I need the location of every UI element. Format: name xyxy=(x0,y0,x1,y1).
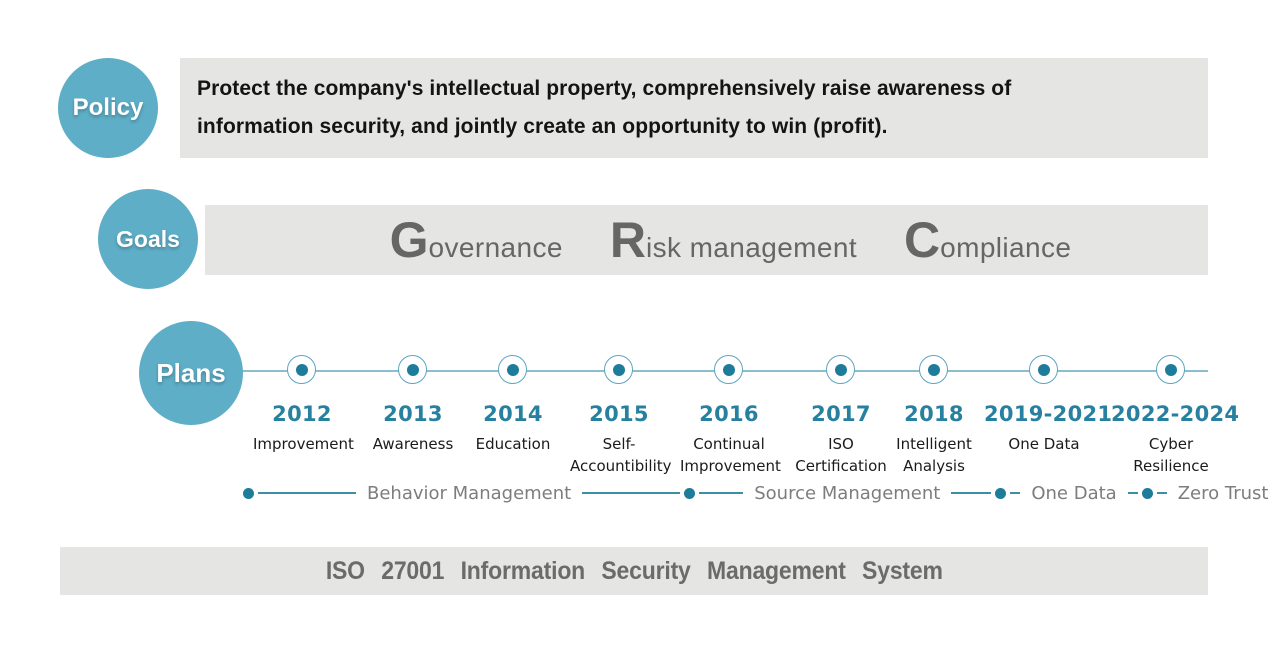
milestone-year: 2016 xyxy=(699,402,759,426)
policy-statement: Protect the company's intellectual prope… xyxy=(180,70,1011,146)
timeline-node-2022-2024 xyxy=(1156,355,1185,384)
phase-dot xyxy=(995,487,1007,499)
timeline-node-dot xyxy=(612,363,625,376)
timeline-node-dot xyxy=(295,363,308,376)
timeline-node-2016 xyxy=(714,355,743,384)
phase-connector xyxy=(1010,492,1021,494)
milestone-year: 2017 xyxy=(811,402,871,426)
timeline-node-2015 xyxy=(604,355,633,384)
timeline-node-2013 xyxy=(398,355,427,384)
policy-statement-line2: information security, and jointly create… xyxy=(197,115,888,138)
phase-connector xyxy=(699,492,744,494)
timeline-node-2018 xyxy=(919,355,948,384)
phase-connector xyxy=(258,492,356,494)
milestone-title: Continual Improvement xyxy=(680,435,781,475)
phase-one-data: One Data xyxy=(1031,482,1117,504)
milestone-2013: 2013 Awareness xyxy=(353,402,473,455)
timeline-node-2014 xyxy=(498,355,527,384)
milestone-title: Intelligent Analysis xyxy=(896,435,972,475)
timeline-node-dot xyxy=(722,363,735,376)
milestone-year: 2014 xyxy=(483,402,543,426)
milestone-2017: 2017 ISO Certification xyxy=(781,402,901,477)
plans-badge: Plans xyxy=(139,321,243,425)
milestone-2014: 2014 Education xyxy=(453,402,573,455)
milestone-2012: 2012 Improvement xyxy=(242,402,362,455)
milestone-2016: 2016 Continual Improvement xyxy=(669,402,789,477)
footer-bar: ISO 27001 Information Security Managemen… xyxy=(60,547,1208,595)
phase-dot xyxy=(684,487,696,499)
milestone-title: ISO Certification xyxy=(795,435,887,475)
policy-badge-label: Policy xyxy=(72,94,144,121)
milestone-2022-2024: 2022-2024 Cyber Resilience xyxy=(1111,402,1240,477)
timeline-node-dot xyxy=(1037,363,1050,376)
milestone-year: 2013 xyxy=(383,402,443,426)
milestone-title: Education xyxy=(475,435,551,453)
milestone-year: 2018 xyxy=(904,402,964,426)
phase-connector xyxy=(1156,492,1167,494)
goal-governance: Governance xyxy=(389,212,563,268)
milestone-2018: 2018 Intelligent Analysis xyxy=(874,402,994,477)
policy-bar: Protect the company's intellectual prope… xyxy=(180,58,1208,158)
policy-statement-line1: Protect the company's intellectual prope… xyxy=(197,77,1012,100)
timeline-node-dot xyxy=(506,363,519,376)
milestone-title: Cyber Resilience xyxy=(1133,435,1209,475)
footer-title: ISO 27001 Information Security Managemen… xyxy=(325,556,943,585)
milestone-title: Improvement xyxy=(253,435,354,453)
phase-zero-trust: Zero Trust xyxy=(1177,482,1269,504)
timeline-node-dot xyxy=(834,363,847,376)
milestone-title: Awareness xyxy=(372,435,454,453)
goals-bar: Governance Risk management Compliance xyxy=(205,205,1208,275)
timeline-node-dot xyxy=(406,363,419,376)
phase-connector xyxy=(951,492,992,494)
timeline-node-2019-2021 xyxy=(1029,355,1058,384)
phase-dot xyxy=(243,487,254,499)
milestone-year: 2022-2024 xyxy=(1111,402,1240,426)
goals-badge: Goals xyxy=(98,189,198,289)
milestone-title: Self-Accountibility xyxy=(570,435,672,475)
milestone-2019-2021: 2019-2021 One Data xyxy=(984,402,1113,455)
phase-behavior-management: Behavior Management xyxy=(367,482,572,504)
goal-risk-management: Risk management xyxy=(609,212,858,268)
policy-badge: Policy xyxy=(58,58,158,158)
milestone-2015: 2015 Self-Accountibility xyxy=(559,402,679,477)
phase-row: Behavior Management Source Management On… xyxy=(239,482,1272,504)
goal-compliance: Compliance xyxy=(904,212,1072,268)
milestone-year: 2019-2021 xyxy=(984,402,1113,426)
phase-dot xyxy=(1141,487,1153,499)
milestone-year: 2012 xyxy=(272,402,332,426)
phase-connector xyxy=(1127,492,1138,494)
timeline-node-dot xyxy=(927,363,940,376)
timeline-node-2017 xyxy=(826,355,855,384)
timeline-node-2012 xyxy=(287,355,316,384)
plans-badge-label: Plans xyxy=(156,357,226,388)
timeline-node-dot xyxy=(1164,363,1177,376)
milestone-year: 2015 xyxy=(589,402,649,426)
phase-source-management: Source Management xyxy=(754,482,941,504)
milestone-title: One Data xyxy=(1008,435,1080,453)
phase-connector xyxy=(582,492,681,494)
goals-badge-label: Goals xyxy=(116,225,180,252)
